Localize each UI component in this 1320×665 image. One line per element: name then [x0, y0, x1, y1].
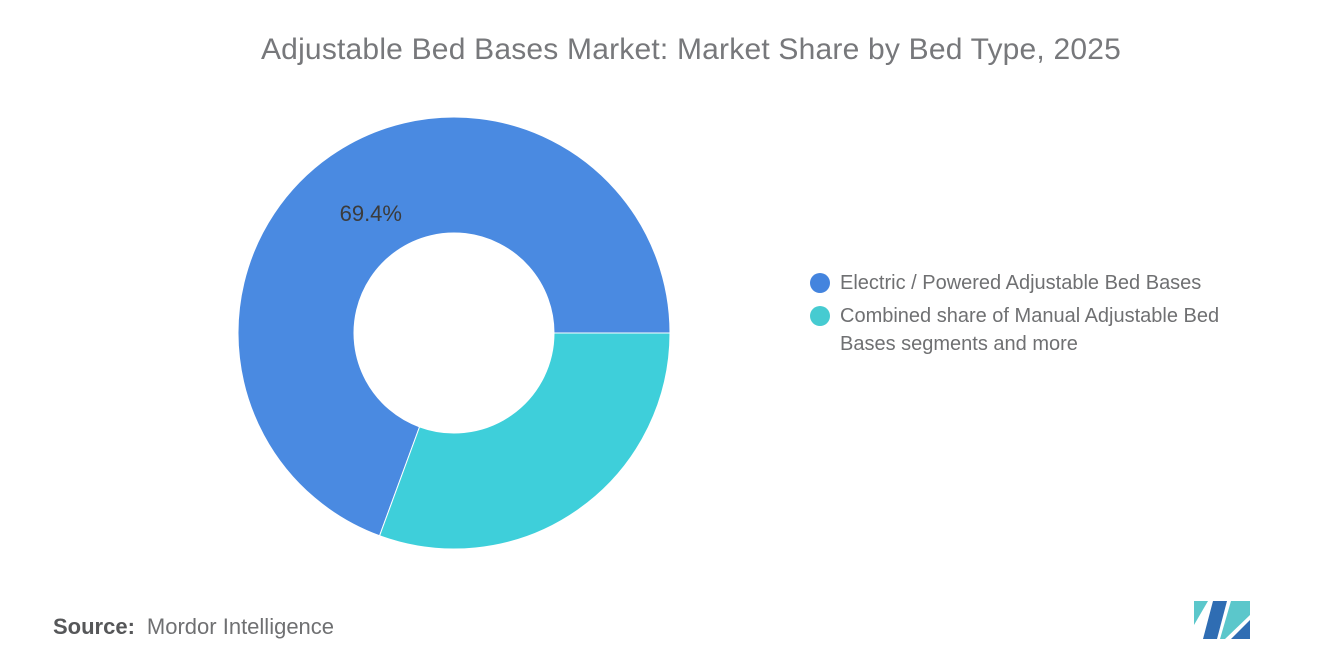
- logo-shape: [1203, 601, 1227, 639]
- logo-shape: [1231, 620, 1250, 639]
- logo-shape: [1220, 601, 1250, 639]
- source-line: Source: Mordor Intelligence: [53, 614, 334, 640]
- chart-legend: Electric / Powered Adjustable Bed Bases …: [810, 269, 1254, 358]
- legend-marker-icon: [810, 273, 830, 293]
- legend-label: Electric / Powered Adjustable Bed Bases: [840, 272, 1202, 294]
- donut-slice-0[interactable]: [237, 116, 671, 537]
- legend-item-electric[interactable]: Electric / Powered Adjustable Bed Bases: [810, 269, 1254, 297]
- chart-title: Adjustable Bed Bases Market: Market Shar…: [260, 33, 1122, 66]
- logo-shape: [1194, 601, 1208, 625]
- source-value: Mordor Intelligence: [146, 614, 335, 639]
- donut-chart: 69.4%: [237, 116, 671, 550]
- donut-data-label: 69.4%: [340, 201, 402, 226]
- legend-label: Combined share of Manual Adjustable Bed …: [840, 305, 1220, 355]
- donut-slice-1[interactable]: [378, 332, 671, 550]
- mordor-intelligence-logo: [1194, 601, 1250, 639]
- legend-marker-icon: [810, 306, 830, 326]
- legend-item-manual[interactable]: Combined share of Manual Adjustable Bed …: [810, 302, 1254, 358]
- source-label: Source:: [53, 614, 135, 639]
